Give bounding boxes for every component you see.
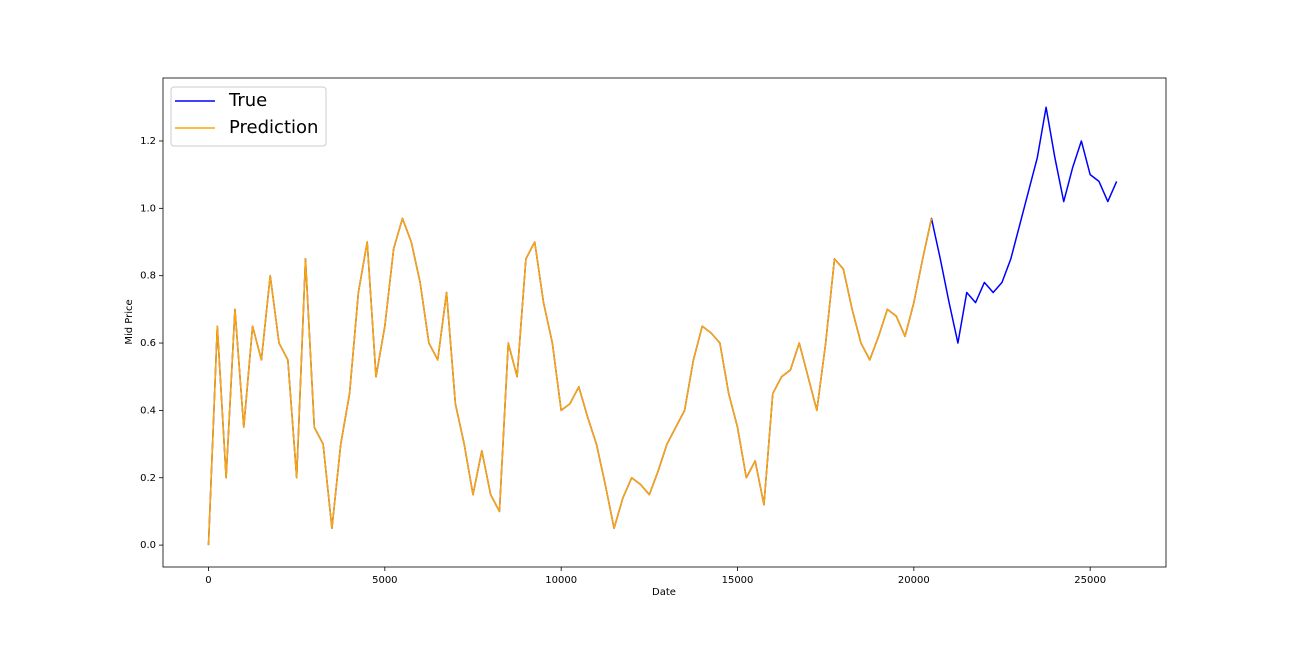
y-tick-label: 1.2: [140, 136, 156, 147]
x-tick-label: 5000: [372, 575, 397, 586]
y-tick-label: 0.8: [140, 271, 156, 282]
legend-label: Prediction: [229, 117, 318, 138]
y-tick-label: 0.0: [140, 540, 156, 551]
y-axis-label: Mid Price: [124, 299, 135, 344]
y-tick-label: 1.0: [140, 203, 156, 214]
legend-label: True: [228, 90, 267, 111]
x-tick-label: 10000: [545, 575, 577, 586]
x-tick-label: 0: [205, 575, 211, 586]
y-tick-label: 0.4: [140, 405, 156, 416]
x-tick-label: 20000: [898, 575, 930, 586]
series-line: [207, 217, 933, 546]
x-tick-label: 25000: [1074, 575, 1106, 586]
series-line: [207, 106, 1118, 546]
x-tick-label: 15000: [722, 575, 754, 586]
y-tick-label: 0.6: [140, 338, 156, 349]
y-tick-label: 0.2: [140, 473, 156, 484]
x-axis-label: Date: [652, 587, 676, 598]
plot-frame: [162, 77, 1167, 568]
